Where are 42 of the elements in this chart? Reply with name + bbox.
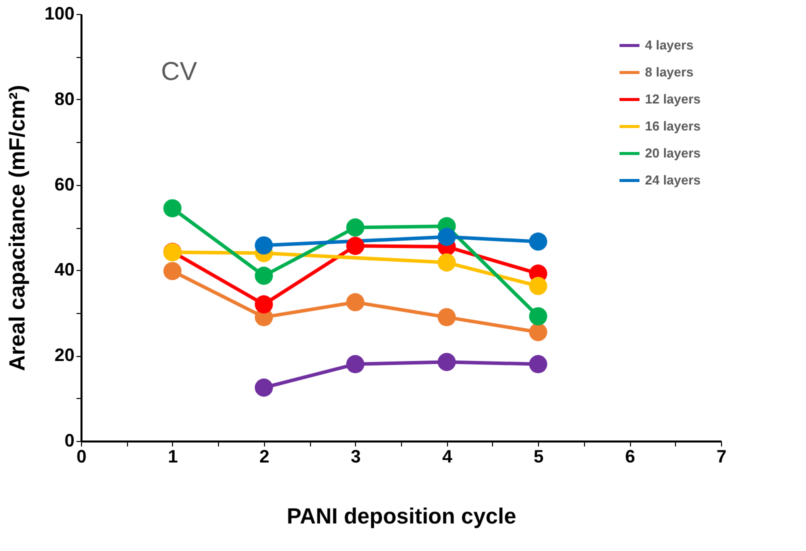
x-tick-label: 7 [716,446,727,466]
point [529,307,548,326]
point [438,228,456,246]
point [346,355,364,374]
point [346,218,364,237]
legend-label: 16 layers [645,118,701,134]
point [254,295,273,314]
point [254,266,273,285]
y-tick-label: 0 [64,430,74,450]
x-tick-label: 5 [534,446,544,466]
y-tick-label: 40 [54,260,74,280]
x-axis-title: PANI deposition cycle [286,504,516,528]
x-tick-label: 6 [625,446,636,466]
x-tick-label: 2 [259,446,270,466]
legend-label: 12 layers [645,92,701,106]
annotation: CV [161,56,198,86]
point [529,355,548,374]
point [254,378,273,397]
point [438,253,456,272]
x-tick-label: 3 [350,446,361,466]
point [529,323,548,342]
legend-label: 4 layers [645,38,694,52]
y-tick-label: 20 [54,345,74,366]
point [346,236,364,255]
point [163,262,182,280]
x-tick-label: 1 [168,446,178,466]
point [438,352,456,372]
y-axis-title: Areal capacitance (mF/cm²) [4,84,30,372]
x-tick-label: 4 [442,446,452,466]
point [254,236,273,254]
y-tick-label: 80 [54,88,74,109]
legend-label: 20 layers [645,146,701,160]
point [163,199,182,218]
y-tick-label: 60 [54,174,74,194]
point [529,276,548,296]
point [438,308,456,326]
legend-label: 8 layers [645,64,694,80]
legend-label: 24 layers [645,172,701,188]
y-tick-label: 100 [44,4,74,24]
x-tick-label: 0 [76,446,87,466]
point [346,293,364,312]
point [529,232,548,251]
